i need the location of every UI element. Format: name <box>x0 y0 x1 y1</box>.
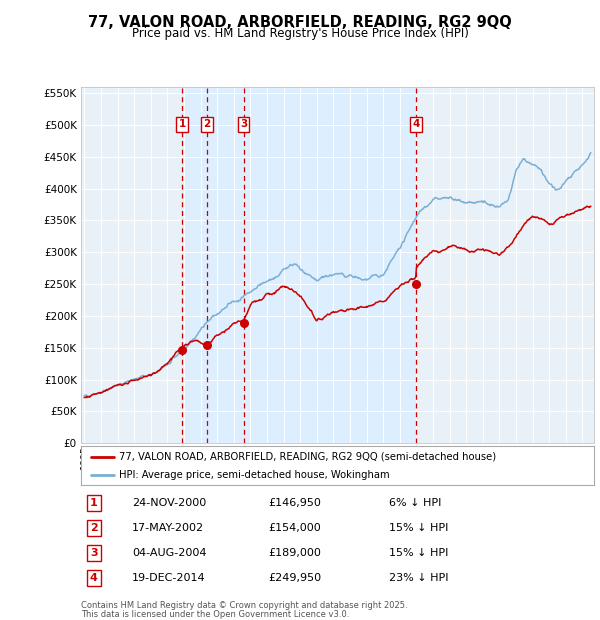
Text: 77, VALON ROAD, ARBORFIELD, READING, RG2 9QQ (semi-detached house): 77, VALON ROAD, ARBORFIELD, READING, RG2… <box>119 452 497 462</box>
Text: HPI: Average price, semi-detached house, Wokingham: HPI: Average price, semi-detached house,… <box>119 470 390 480</box>
Text: Contains HM Land Registry data © Crown copyright and database right 2025.: Contains HM Land Registry data © Crown c… <box>81 601 407 611</box>
Text: 4: 4 <box>412 119 419 129</box>
Text: 19-DEC-2014: 19-DEC-2014 <box>133 573 206 583</box>
Text: 15% ↓ HPI: 15% ↓ HPI <box>389 523 448 533</box>
Text: 3: 3 <box>90 548 98 558</box>
Text: 4: 4 <box>90 573 98 583</box>
Text: Price paid vs. HM Land Registry's House Price Index (HPI): Price paid vs. HM Land Registry's House … <box>131 27 469 40</box>
Text: 1: 1 <box>179 119 186 129</box>
Text: 3: 3 <box>240 119 247 129</box>
Text: 2: 2 <box>90 523 98 533</box>
Text: This data is licensed under the Open Government Licence v3.0.: This data is licensed under the Open Gov… <box>81 610 349 619</box>
Text: £146,950: £146,950 <box>268 498 321 508</box>
Text: 6% ↓ HPI: 6% ↓ HPI <box>389 498 441 508</box>
Text: 2: 2 <box>203 119 211 129</box>
Text: 15% ↓ HPI: 15% ↓ HPI <box>389 548 448 558</box>
Text: 24-NOV-2000: 24-NOV-2000 <box>133 498 206 508</box>
Bar <box>182 87 416 443</box>
Text: 17-MAY-2002: 17-MAY-2002 <box>133 523 205 533</box>
Text: 1: 1 <box>90 498 98 508</box>
Text: £189,000: £189,000 <box>268 548 321 558</box>
Text: 04-AUG-2004: 04-AUG-2004 <box>133 548 207 558</box>
Text: 77, VALON ROAD, ARBORFIELD, READING, RG2 9QQ: 77, VALON ROAD, ARBORFIELD, READING, RG2… <box>88 15 512 30</box>
Text: £249,950: £249,950 <box>268 573 322 583</box>
Text: 23% ↓ HPI: 23% ↓ HPI <box>389 573 448 583</box>
Text: £154,000: £154,000 <box>268 523 321 533</box>
